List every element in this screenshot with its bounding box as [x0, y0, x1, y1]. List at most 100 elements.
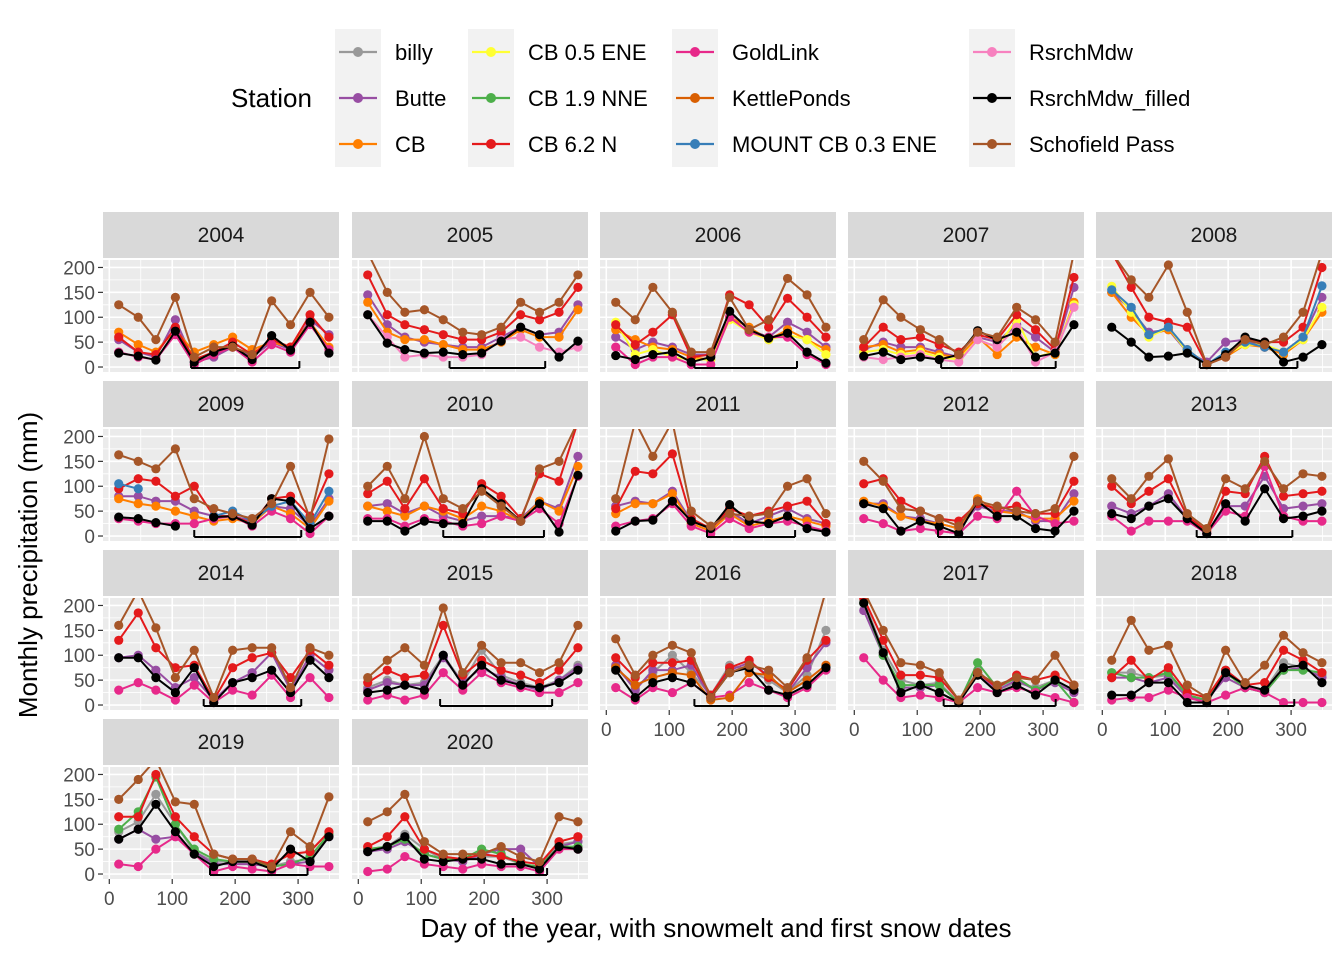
panel-strip: [1096, 212, 1332, 258]
data-point: [400, 352, 410, 362]
data-point: [1050, 650, 1060, 660]
data-point: [1144, 486, 1154, 496]
data-point: [363, 817, 373, 827]
data-point: [534, 864, 545, 874]
data-point: [151, 355, 161, 365]
data-point: [573, 817, 583, 827]
data-point: [305, 842, 315, 852]
y-tick-label: 0: [84, 865, 95, 886]
legend-label: CB 0.5 ENE: [528, 40, 647, 65]
x-tick-label: 100: [405, 889, 437, 910]
data-point: [151, 464, 161, 474]
data-point: [400, 673, 410, 683]
data-point: [878, 322, 888, 332]
data-point: [151, 844, 161, 854]
data-point: [878, 476, 888, 486]
data-point: [247, 854, 257, 864]
data-point: [363, 695, 373, 705]
data-point: [878, 625, 888, 635]
data-point: [477, 640, 487, 650]
data-point: [247, 690, 257, 700]
legend-key-point: [690, 47, 700, 57]
data-point: [554, 332, 564, 342]
data-point: [611, 665, 621, 675]
series-schofield-pass: [866, 598, 1079, 705]
series-line: [118, 290, 330, 359]
x-tick-label: 100: [1149, 720, 1181, 741]
data-point: [247, 520, 257, 530]
data-point: [630, 680, 640, 690]
y-tick-label: 100: [63, 646, 95, 667]
data-point: [1163, 678, 1173, 688]
data-point: [496, 322, 506, 332]
data-point: [744, 523, 754, 534]
data-point: [170, 797, 180, 807]
series-rsrchmdw-filled: [363, 650, 583, 698]
data-point: [363, 481, 373, 491]
data-point: [419, 854, 429, 864]
panel-2014: 2014 0 50 100 150 200: [63, 550, 339, 717]
snow-season-bracket: [448, 361, 547, 370]
data-point: [782, 481, 793, 491]
data-point: [1278, 491, 1289, 501]
data-point: [400, 335, 410, 345]
legend-key-point: [987, 139, 997, 149]
panel-2007: 2007: [848, 212, 1084, 372]
data-point: [667, 449, 677, 459]
data-point: [934, 687, 944, 698]
data-point: [419, 325, 429, 335]
data-point: [151, 685, 161, 695]
legend-label: RsrchMdw: [1029, 40, 1133, 65]
series-schofield-pass: [1107, 454, 1327, 534]
data-point: [133, 456, 143, 466]
data-point: [516, 297, 526, 307]
data-point: [954, 528, 964, 539]
snow-season-bracket: [1198, 361, 1299, 370]
panel-2019: 2019 0 50 100 150 200 0 100 200 300: [63, 719, 339, 910]
data-point: [573, 270, 583, 280]
data-point: [1144, 645, 1154, 655]
data-point: [915, 516, 925, 526]
data-point: [973, 327, 983, 337]
data-point: [1126, 337, 1136, 347]
data-point: [802, 335, 812, 345]
data-point: [285, 673, 296, 683]
data-point: [1012, 302, 1022, 312]
data-point: [382, 864, 392, 874]
legend-entry-rsrchmdw: RsrchMdw: [969, 29, 1133, 75]
data-point: [667, 640, 677, 650]
data-point: [667, 489, 677, 499]
data-point: [630, 354, 640, 365]
data-point: [859, 479, 869, 489]
data-point: [534, 668, 545, 678]
data-point: [285, 461, 296, 471]
data-point: [896, 312, 906, 322]
legend-key-point: [486, 47, 496, 57]
data-point: [170, 819, 180, 829]
data-point: [189, 663, 199, 673]
data-point: [496, 675, 506, 685]
data-point: [419, 685, 429, 695]
data-point: [764, 665, 774, 675]
data-point: [725, 306, 735, 316]
data-point: [114, 300, 124, 310]
data-point: [1107, 474, 1117, 484]
data-point: [1012, 673, 1022, 683]
data-point: [189, 518, 199, 529]
legend-entry-schofield-pass: Schofield Pass: [969, 121, 1175, 167]
data-point: [438, 620, 448, 630]
data-point: [114, 494, 124, 504]
data-point: [706, 359, 716, 370]
panel-strip-label: 2010: [447, 393, 494, 416]
panel-2006: 2006: [600, 212, 836, 372]
series-schofield-pass: [611, 429, 831, 531]
legend-key-point: [690, 93, 700, 103]
data-point: [1163, 351, 1173, 361]
x-tick-label: 300: [1275, 720, 1307, 741]
data-point: [1030, 315, 1041, 325]
data-point: [382, 655, 392, 665]
data-point: [1317, 292, 1327, 302]
data-point: [419, 670, 429, 680]
y-tick-label: 150: [63, 452, 95, 473]
data-point: [1030, 325, 1041, 335]
